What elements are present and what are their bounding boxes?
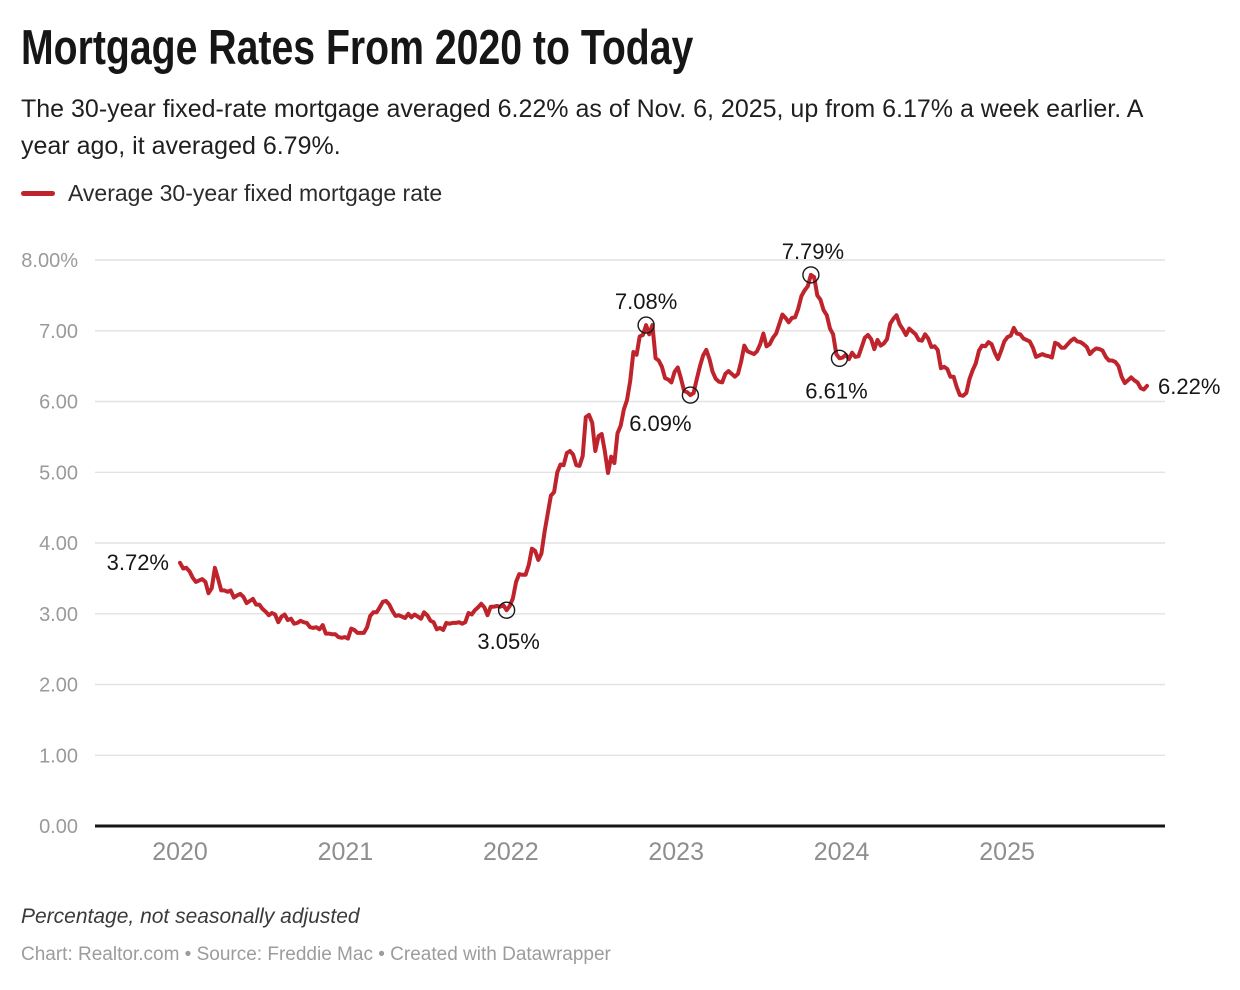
annotation-circle-icon [637, 316, 655, 334]
y-tick-label: 3.00 [39, 604, 78, 626]
legend-item-label: Average 30-year fixed mortgage rate [68, 180, 443, 206]
x-tick-label: 2020 [152, 838, 208, 866]
y-tick-label: 2.00 [39, 675, 78, 697]
x-tick-label: 2023 [648, 838, 704, 866]
y-tick-label: 8.00% [21, 250, 78, 272]
x-tick-label: 2025 [979, 838, 1035, 866]
annotation-label: 6.61% [805, 378, 867, 403]
x-tick-label: 2022 [483, 838, 539, 866]
y-tick-label: 7.00 [39, 321, 78, 343]
rate-line-series[interactable] [178, 272, 1149, 641]
x-tick-label: 2024 [814, 838, 870, 866]
annotation-circle-icon [802, 266, 820, 284]
y-tick-label: 5.00 [39, 462, 78, 484]
chart-title: Mortgage Rates From 2020 to Today [21, 21, 694, 75]
chart-credit: Chart: Realtor.com • Source: Freddie Mac… [21, 944, 611, 965]
annotation-circle-icon [497, 601, 516, 619]
mortgage-rate-line-chart: 0.00 1.00 2.00 3.00 4.00 5.00 6.00 7.00 8.00% 202… [21, 239, 1220, 866]
annotation-label: 7.79% [782, 239, 844, 264]
chart-note: Percentage, not seasonally adjusted [21, 905, 360, 928]
y-tick-label: 1.00 [39, 745, 78, 767]
y-tick-label: 0.00 [39, 816, 78, 838]
annotation-label: 7.08% [615, 289, 677, 314]
chart-description: The 30-year fixed-rate mortgage averaged… [21, 95, 1143, 160]
annotation-circle-icon [830, 349, 849, 368]
annotation-label: 6.22% [1158, 374, 1220, 399]
annotation-label: 3.72% [107, 550, 169, 575]
annotation-label: 3.05% [477, 629, 539, 654]
legend: Average 30-year fixed mortgage rate [21, 180, 442, 207]
x-tick-label: 2021 [318, 838, 374, 866]
y-tick-label: 6.00 [39, 392, 78, 414]
legend-line-icon [21, 191, 55, 196]
annotation-label: 6.09% [629, 411, 691, 436]
annotation-circle-icon [681, 386, 700, 404]
y-tick-label: 4.00 [39, 533, 78, 555]
